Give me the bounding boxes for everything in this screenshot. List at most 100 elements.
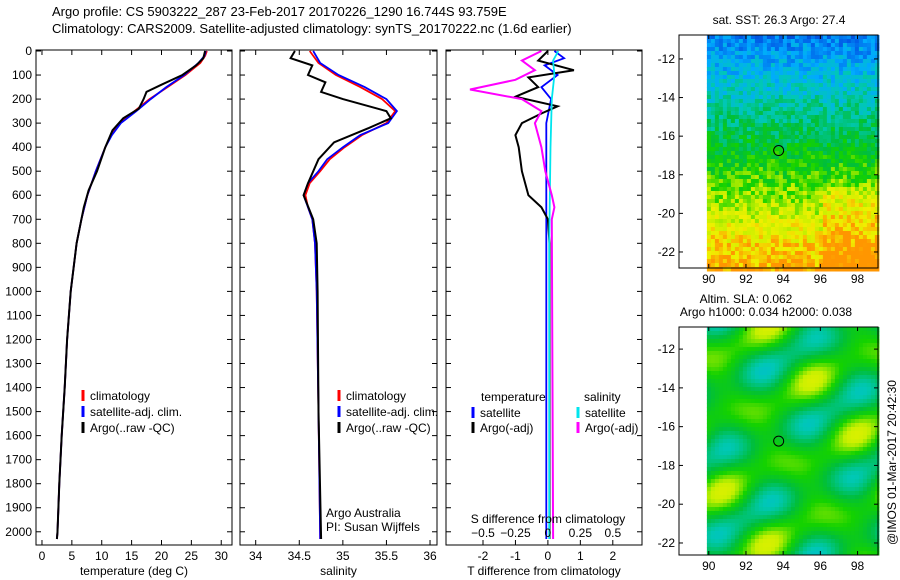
heatmap-cell (742, 435, 748, 440)
heatmap-cell (734, 375, 740, 380)
heatmap-cell (794, 55, 800, 60)
heatmap-cell (718, 463, 724, 468)
heatmap-cell (734, 71, 740, 76)
heatmap-cell (706, 267, 712, 272)
heatmap-cell (714, 267, 720, 272)
heatmap-cell (870, 67, 876, 72)
heatmap-cell (802, 71, 808, 76)
heatmap-cell (834, 247, 840, 252)
heatmap-cell (790, 207, 796, 212)
lat-tick-label: -20 (658, 206, 676, 220)
heatmap-cell (742, 263, 748, 268)
heatmap-cell (758, 367, 764, 372)
heatmap-cell (738, 395, 744, 400)
heatmap-cell (798, 267, 804, 272)
heatmap-cell (706, 455, 712, 460)
heatmap-cell (786, 519, 792, 524)
heatmap-cell (770, 335, 776, 340)
heatmap-cell (782, 83, 788, 88)
heatmap-cell (710, 155, 716, 160)
heatmap-cell (778, 235, 784, 240)
heatmap-cell (818, 103, 824, 108)
heatmap-cell (826, 247, 832, 252)
heatmap-cell (802, 367, 808, 372)
heatmap-cell (826, 175, 832, 180)
heatmap-cell (830, 71, 836, 76)
heatmap-cell (774, 359, 780, 364)
heatmap-cell (870, 359, 876, 364)
heatmap-cell (782, 447, 788, 452)
heatmap-cell (850, 403, 856, 408)
heatmap-cell (786, 403, 792, 408)
heatmap-cell (854, 135, 860, 140)
heatmap-cell (858, 407, 864, 412)
heatmap-cell (790, 43, 796, 48)
heatmap-cell (826, 147, 832, 152)
heatmap-cell (794, 187, 800, 192)
heatmap-cell (774, 123, 780, 128)
heatmap-cell (874, 175, 880, 180)
heatmap-cell (862, 439, 868, 444)
heatmap-cell (802, 227, 808, 232)
heatmap-cell (726, 35, 732, 40)
heatmap-cell (746, 107, 752, 112)
heatmap-cell (738, 463, 744, 468)
heatmap-cell (874, 507, 880, 512)
heatmap-cell (746, 399, 752, 404)
heatmap-cell (766, 411, 772, 416)
heatmap-cell (786, 119, 792, 124)
heatmap-cell (706, 459, 712, 464)
heatmap-cell (706, 55, 712, 60)
heatmap-cell (794, 111, 800, 116)
panel-frame-temperature (35, 49, 233, 546)
heatmap-cell (846, 467, 852, 472)
heatmap-cell (794, 95, 800, 100)
series-satellite-adj-clim- (302, 50, 399, 540)
heatmap-cell (862, 159, 868, 164)
heatmap-cell (806, 371, 812, 376)
heatmap-cell (870, 507, 876, 512)
heatmap-cell (762, 351, 768, 356)
heatmap-cell (770, 191, 776, 196)
heatmap-cell (734, 435, 740, 440)
heatmap-cell (762, 391, 768, 396)
heatmap-cell (794, 519, 800, 524)
heatmap-cell (734, 491, 740, 496)
heatmap-cell (870, 447, 876, 452)
heatmap-cell (710, 143, 716, 148)
heatmap-cell (846, 335, 852, 340)
heatmap-cell (738, 199, 744, 204)
heatmap-cell (758, 455, 764, 460)
heatmap-cell (726, 459, 732, 464)
heatmap-cell (770, 147, 776, 152)
heatmap-cell (734, 99, 740, 104)
heatmap-cell (710, 219, 716, 224)
heatmap-cell (746, 167, 752, 172)
heatmap-cell (834, 327, 840, 332)
heatmap-cell (754, 463, 760, 468)
heatmap-cell (806, 423, 812, 428)
heatmap-cell (870, 351, 876, 356)
heatmap-cell (822, 203, 828, 208)
heatmap-cell (858, 383, 864, 388)
heatmap-cell (726, 67, 732, 72)
heatmap-cell (814, 207, 820, 212)
heatmap-cell (722, 455, 728, 460)
heatmap-cell (754, 451, 760, 456)
heatmap-cell (726, 51, 732, 56)
heatmap-cell (742, 503, 748, 508)
heatmap-cell (798, 47, 804, 52)
heatmap-cell (802, 119, 808, 124)
heatmap-cell (714, 211, 720, 216)
heatmap-cell (806, 187, 812, 192)
heatmap-cell (742, 339, 748, 344)
heatmap-cell (722, 235, 728, 240)
heatmap-cell (806, 331, 812, 336)
heatmap-cell (730, 491, 736, 496)
heatmap-cell (770, 439, 776, 444)
heatmap-cell (762, 407, 768, 412)
heatmap-cell (778, 115, 784, 120)
heatmap-cell (826, 463, 832, 468)
heatmap-cell (826, 443, 832, 448)
heatmap-cell (738, 107, 744, 112)
